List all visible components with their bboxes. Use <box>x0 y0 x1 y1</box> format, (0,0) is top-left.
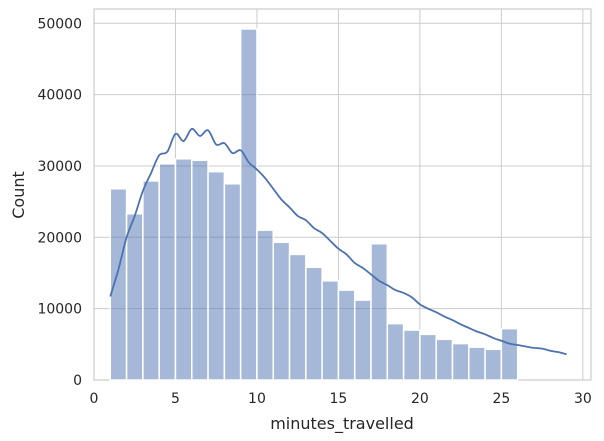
histogram-bar <box>256 229 274 381</box>
x-axis-label: minutes_travelled <box>270 414 414 434</box>
histogram-bar <box>142 180 160 381</box>
histogram-bar <box>500 327 519 381</box>
histogram-bar <box>207 170 226 381</box>
x-tick-label: 10 <box>248 391 266 407</box>
histogram-bar <box>191 159 209 381</box>
histogram-bar <box>402 329 421 381</box>
histogram-bar <box>321 280 340 381</box>
histogram-bar <box>305 266 323 381</box>
histogram-bar <box>239 28 258 381</box>
histogram-bar <box>370 242 389 381</box>
histogram-bar <box>337 289 356 381</box>
histogram-bar <box>223 183 242 381</box>
y-tick-label: 40000 <box>37 88 82 104</box>
histogram-bar <box>468 346 486 381</box>
histogram-bar <box>288 253 307 381</box>
histogram-bar <box>353 299 372 381</box>
x-tick-label: 0 <box>90 391 99 407</box>
histogram-bar <box>125 213 144 381</box>
x-tick-label: 30 <box>574 391 592 407</box>
histogram-bar <box>158 163 177 381</box>
x-tick-label: 25 <box>492 391 510 407</box>
histogram-bar <box>484 348 503 381</box>
y-axis-label: Count <box>9 171 28 219</box>
histogram-bar <box>435 338 454 381</box>
histogram-bar <box>272 241 291 381</box>
histogram-bar <box>386 322 405 381</box>
y-tick-label: 30000 <box>37 159 82 175</box>
x-axis-ticks: 0 5 10 15 20 25 30 <box>90 391 592 407</box>
y-axis-ticks: 0 10000 20000 30000 40000 50000 <box>37 16 82 389</box>
histogram-bar <box>419 333 437 381</box>
x-tick-label: 5 <box>171 391 180 407</box>
histogram-bar <box>451 342 470 381</box>
kde-line <box>109 127 567 356</box>
y-tick-label: 50000 <box>37 16 82 32</box>
y-tick-label: 0 <box>73 373 82 389</box>
histogram-bar <box>109 188 128 381</box>
x-tick-label: 15 <box>330 391 348 407</box>
x-tick-label: 20 <box>411 391 429 407</box>
histogram-bar <box>174 158 193 381</box>
kde-curve <box>109 127 567 356</box>
y-tick-label: 20000 <box>37 230 82 246</box>
y-tick-label: 10000 <box>37 302 82 318</box>
